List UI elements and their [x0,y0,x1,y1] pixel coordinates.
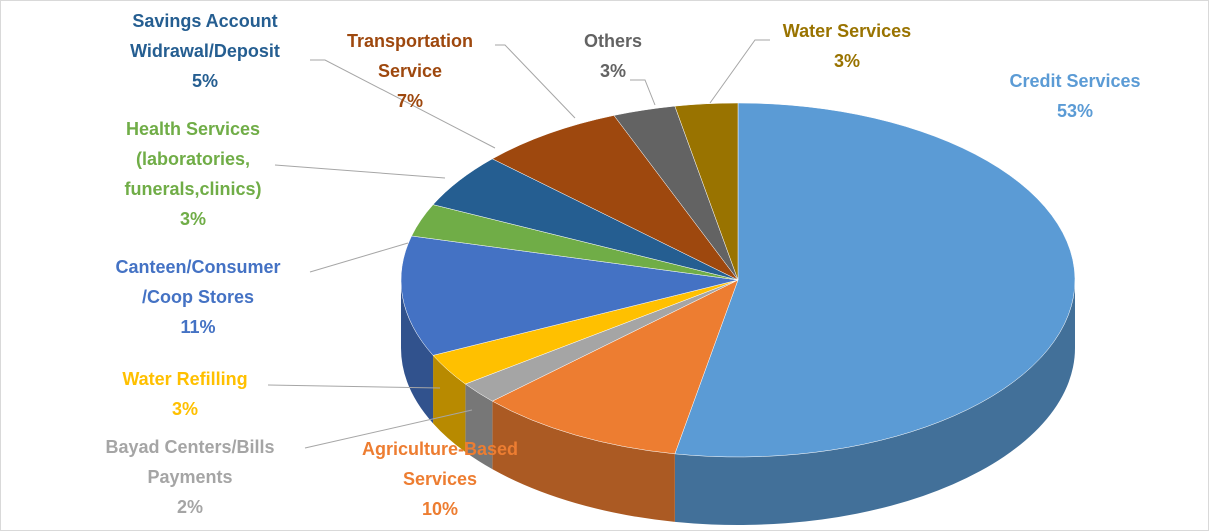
pie-slice [674,102,1076,458]
leader-line [495,44,576,119]
leader-line [309,242,409,273]
pie-slice [674,102,739,281]
leader-line [310,59,496,149]
pie-tops [400,102,1076,458]
pie-side [433,355,466,453]
pie-side [492,401,675,522]
value-label: 11% [180,317,215,337]
value-label: 10% [422,499,458,519]
category-label: Others [584,31,642,51]
category-label: Savings Account Widrawal/Deposit [130,11,280,61]
pie-slice [400,235,739,356]
pie-side [465,384,493,470]
category-label: Canteen/Consumer/Coop Stores [115,257,280,307]
category-label: Transportation Service [347,31,473,81]
value-label: 5% [192,71,218,91]
value-label: 3% [834,51,860,71]
pie-slice [491,115,739,281]
category-label: Agriculture-Based Services [362,439,518,489]
category-label: Water Services [783,21,911,41]
leader-line [304,409,473,449]
leader-line [267,384,441,389]
category-label: Credit Services [1009,71,1140,91]
category-label: Bayad Centers/Bills Payments [105,437,274,487]
labels: Credit Services 53% Agriculture-Based Servi… [105,11,1140,519]
category-label: Water Refilling [122,369,247,389]
value-label: 53% [1057,101,1093,121]
value-label: 3% [180,209,206,229]
category-label: Health Services (laboratories, funerals,cl… [124,119,261,199]
value-label: 7% [397,91,423,111]
value-label: 3% [600,61,626,81]
value-label: 2% [177,497,203,517]
leader-line [630,79,656,106]
leader-line [709,39,770,104]
pie-side [674,280,1075,526]
pie-slice [491,279,739,455]
leader-line [274,164,446,179]
value-label: 3% [172,399,198,419]
